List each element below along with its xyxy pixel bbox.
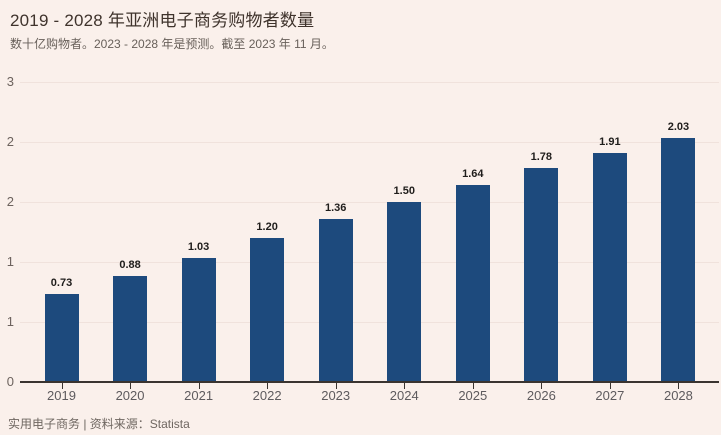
bar-2021[interactable] [181, 258, 216, 382]
y-axis-label: 1 [6, 254, 14, 269]
y-axis-label: 3 [6, 74, 14, 89]
bar-value-label: 0.88 [119, 259, 141, 272]
y-axis-label: 0 [6, 374, 14, 389]
x-axis-tick [61, 383, 63, 389]
y-axis-label: 2 [6, 194, 14, 209]
x-axis-label: 2023 [321, 388, 351, 403]
bar-value-label: 1.03 [187, 241, 210, 254]
y-axis-label: 2 [6, 134, 14, 149]
x-axis-label: 2024 [389, 388, 419, 403]
gridline [20, 202, 719, 203]
x-axis-tick [335, 383, 337, 389]
x-axis-label: 2025 [458, 388, 488, 403]
x-axis-label: 2020 [115, 388, 145, 403]
x-axis-tick [267, 383, 269, 389]
bar-2019[interactable] [44, 294, 79, 382]
y-axis-label: 1 [6, 314, 14, 329]
x-axis-tick [609, 383, 611, 389]
x-axis-tick [198, 383, 200, 389]
bar-value-label: 1.20 [256, 221, 278, 233]
bar-value-label: 1.78 [530, 151, 553, 164]
bar-value-label: 1.64 [462, 168, 484, 181]
bar-2026[interactable] [524, 168, 559, 382]
x-axis-label: 2022 [252, 388, 282, 403]
x-axis-label: 2021 [184, 388, 214, 403]
x-axis-tick [472, 383, 474, 389]
x-axis-tick [541, 383, 543, 389]
gridline [20, 262, 719, 263]
bar-2027[interactable] [592, 152, 627, 382]
bar-2020[interactable] [113, 276, 148, 382]
x-axis-tick [404, 383, 406, 389]
x-axis-tick [678, 383, 680, 389]
chart-title: 2019 - 2028 年亚洲电子商务购物者数量 [10, 11, 315, 30]
bar-value-label: 1.36 [324, 201, 347, 214]
x-axis-tick [130, 383, 132, 389]
x-axis-label: 2019 [47, 388, 76, 403]
x-axis-label: 2026 [526, 388, 556, 403]
x-axis-label: 2027 [595, 388, 625, 403]
bar-2024[interactable] [387, 202, 422, 382]
bar-2025[interactable] [455, 185, 490, 382]
bar-value-label: 2.03 [667, 121, 690, 134]
gridline [20, 82, 719, 83]
bar-2023[interactable] [318, 218, 353, 382]
x-axis-label: 2028 [663, 388, 693, 403]
gridline [20, 322, 719, 323]
chart-subtitle: 数十亿购物者。2023 - 2028 年是预测。截至 2023 年 11 月。 [10, 37, 334, 51]
x-axis-line [20, 381, 719, 383]
source-note: 实用电子商务 | 资料来源：Statista [8, 417, 190, 431]
bar-value-label: 0.73 [50, 277, 73, 290]
bar-value-label: 1.50 [393, 185, 415, 197]
bar-2028[interactable] [661, 138, 696, 382]
gridline [20, 142, 719, 143]
bar-value-label: 1.91 [599, 135, 621, 148]
bar-2022[interactable] [250, 238, 285, 382]
